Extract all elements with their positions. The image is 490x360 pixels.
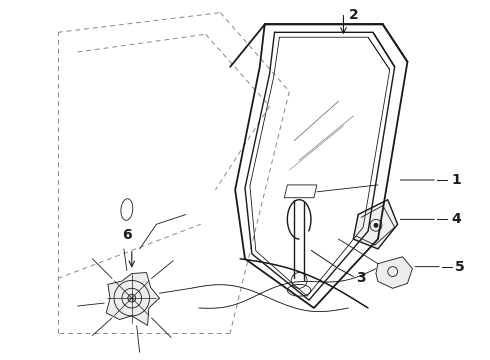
Text: 3: 3: [356, 271, 366, 285]
Text: 6: 6: [122, 228, 132, 242]
Circle shape: [128, 294, 136, 302]
Text: 1: 1: [452, 173, 462, 187]
Text: 5: 5: [455, 260, 465, 274]
Text: 2: 2: [348, 8, 358, 22]
Text: 4: 4: [452, 212, 462, 226]
Circle shape: [374, 223, 378, 227]
Polygon shape: [376, 257, 413, 288]
Polygon shape: [353, 200, 397, 249]
Polygon shape: [106, 273, 159, 325]
